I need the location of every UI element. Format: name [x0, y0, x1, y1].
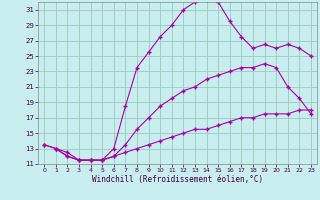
X-axis label: Windchill (Refroidissement éolien,°C): Windchill (Refroidissement éolien,°C) [92, 175, 263, 184]
